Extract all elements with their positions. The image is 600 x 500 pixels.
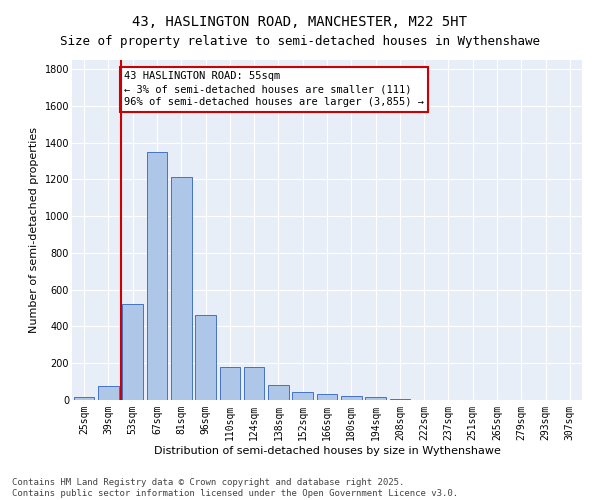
Text: Size of property relative to semi-detached houses in Wythenshawe: Size of property relative to semi-detach… bbox=[60, 35, 540, 48]
Bar bbox=[98, 386, 119, 400]
Bar bbox=[220, 367, 240, 400]
Bar bbox=[317, 394, 337, 400]
Bar bbox=[146, 152, 167, 400]
Bar bbox=[195, 314, 216, 400]
X-axis label: Distribution of semi-detached houses by size in Wythenshawe: Distribution of semi-detached houses by … bbox=[154, 446, 500, 456]
Text: 43 HASLINGTON ROAD: 55sqm
← 3% of semi-detached houses are smaller (111)
96% of : 43 HASLINGTON ROAD: 55sqm ← 3% of semi-d… bbox=[124, 71, 424, 108]
Bar bbox=[122, 304, 143, 400]
Y-axis label: Number of semi-detached properties: Number of semi-detached properties bbox=[29, 127, 39, 333]
Bar bbox=[292, 392, 313, 400]
Bar bbox=[389, 399, 410, 400]
Text: Contains HM Land Registry data © Crown copyright and database right 2025.
Contai: Contains HM Land Registry data © Crown c… bbox=[12, 478, 458, 498]
Text: 43, HASLINGTON ROAD, MANCHESTER, M22 5HT: 43, HASLINGTON ROAD, MANCHESTER, M22 5HT bbox=[133, 15, 467, 29]
Bar bbox=[244, 367, 265, 400]
Bar bbox=[74, 397, 94, 400]
Bar bbox=[341, 396, 362, 400]
Bar bbox=[365, 397, 386, 400]
Bar bbox=[171, 176, 191, 400]
Bar bbox=[268, 386, 289, 400]
